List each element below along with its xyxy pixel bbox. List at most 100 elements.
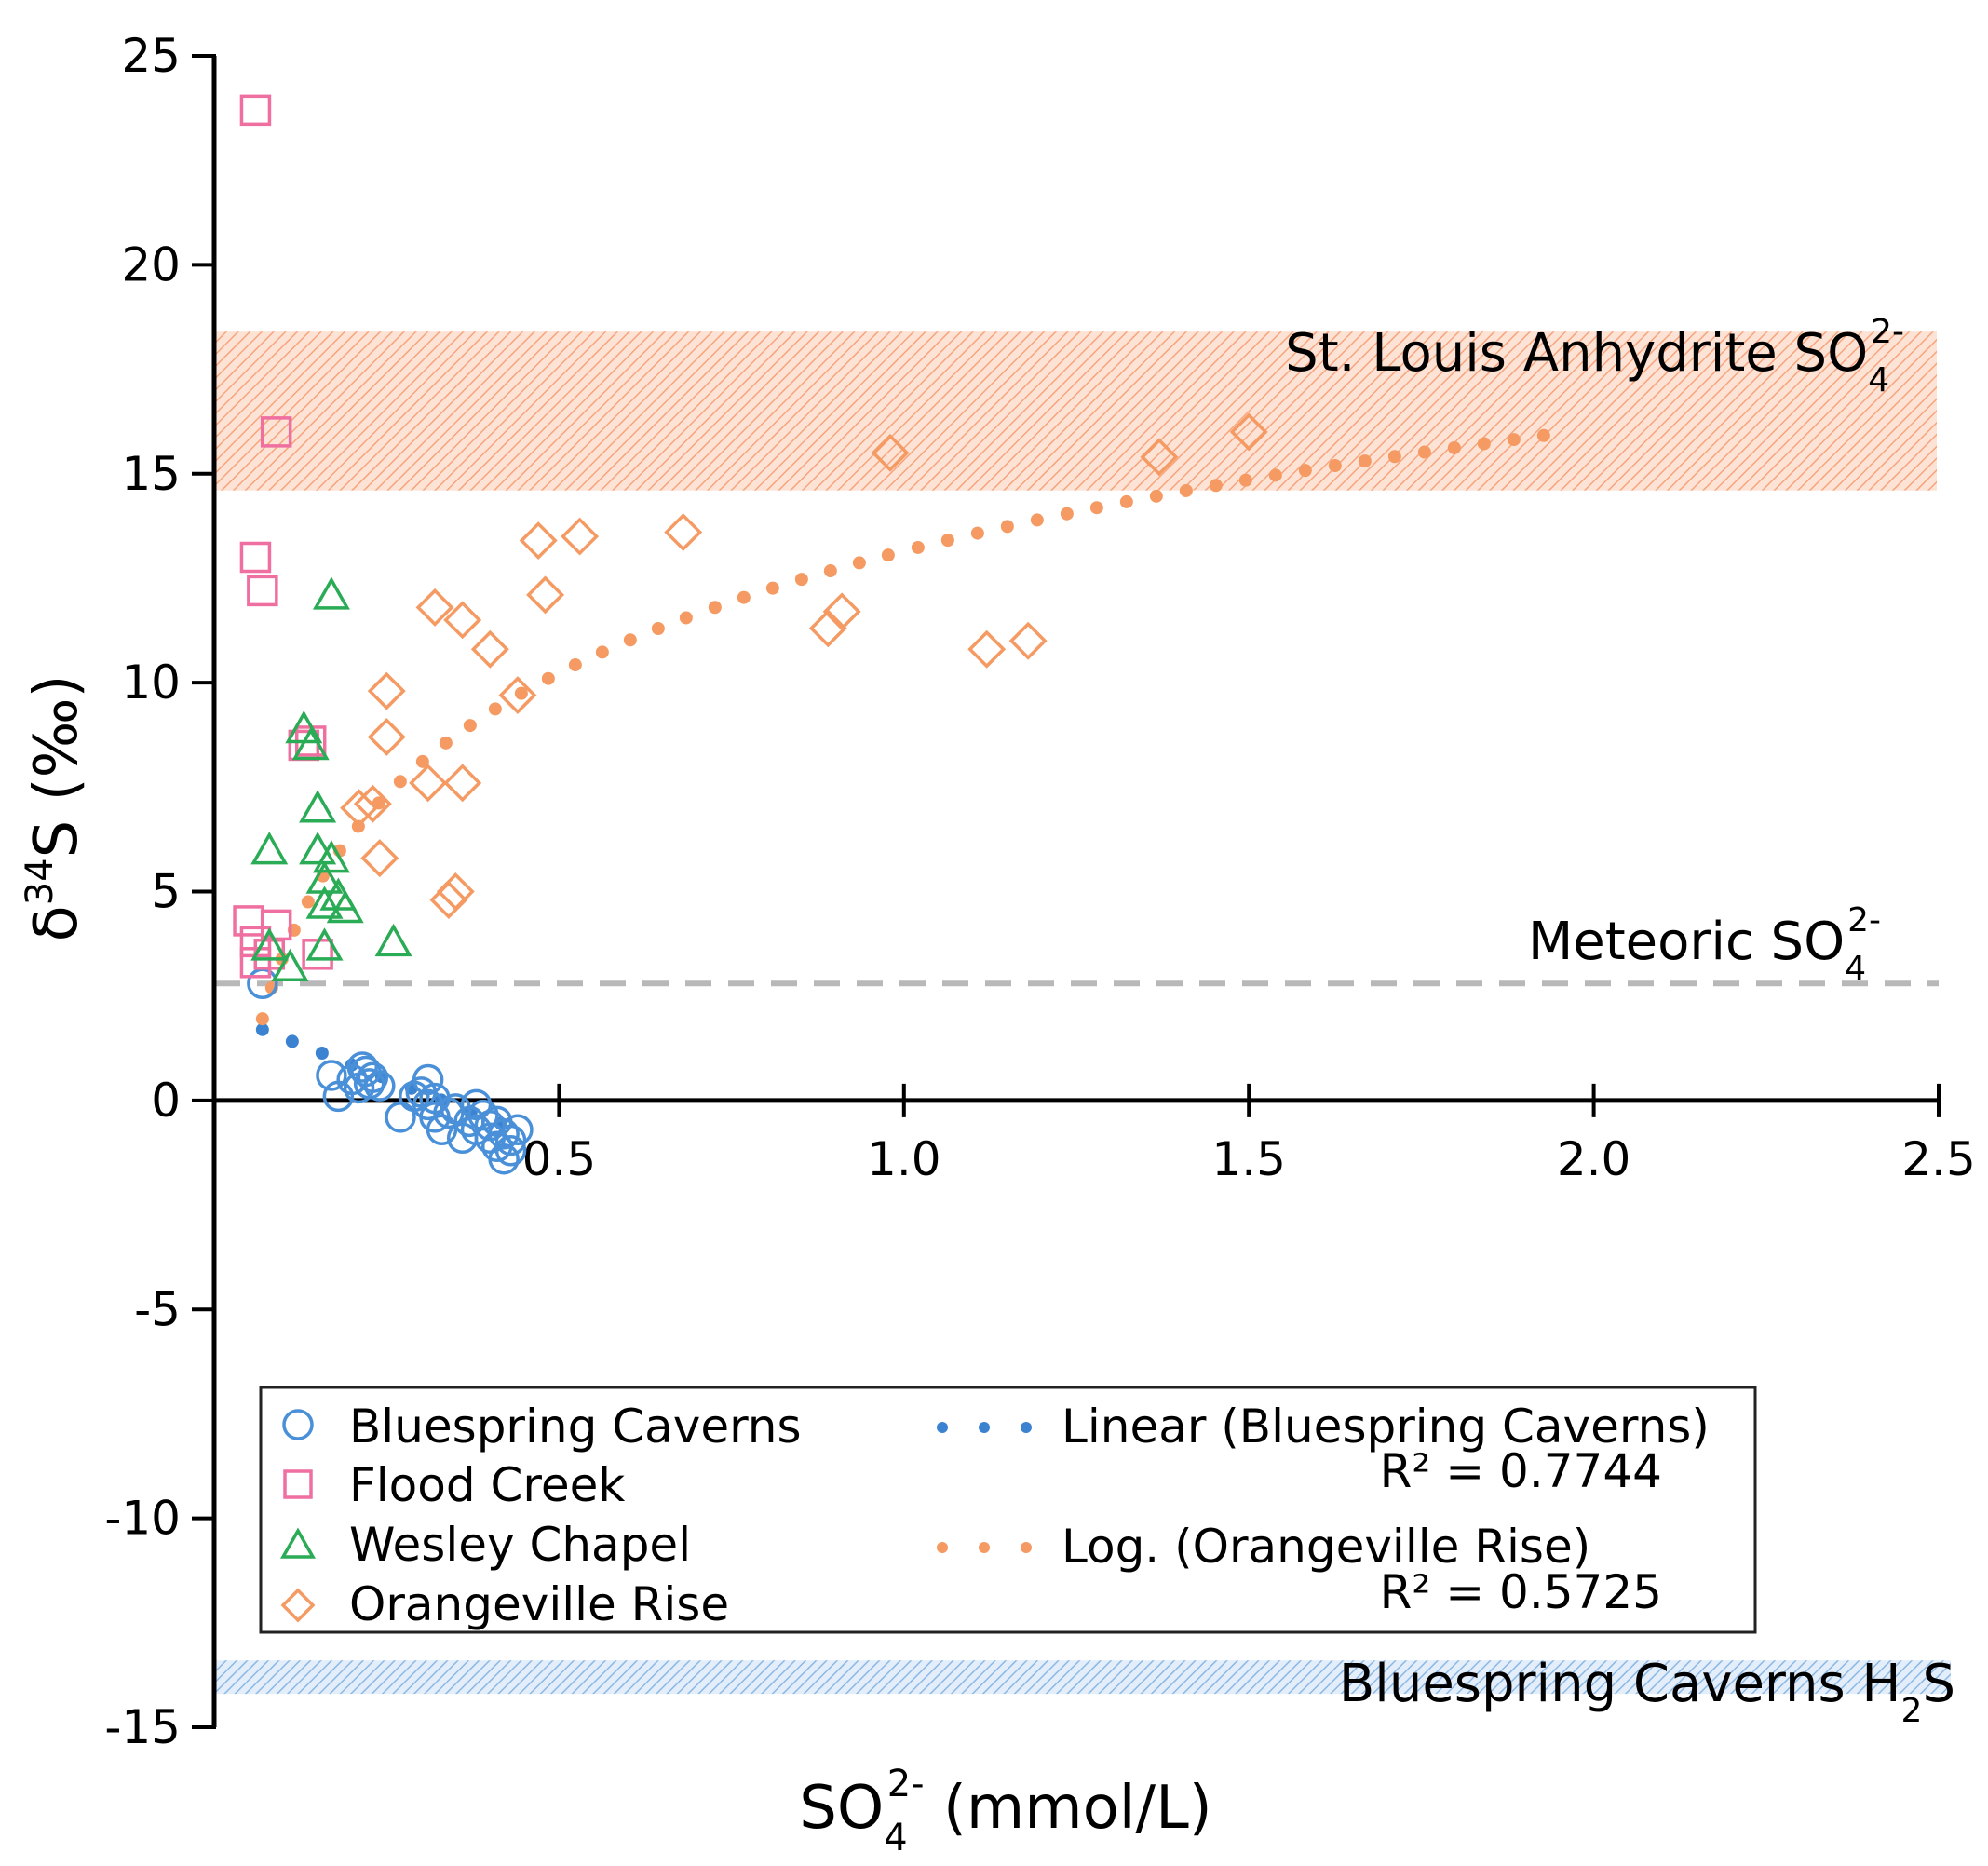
trend-1-dot-12 <box>463 719 477 733</box>
orangeville-rise-point-23 <box>436 872 475 911</box>
orangeville-rise-point-10 <box>808 609 847 648</box>
flood-creek-point-0 <box>239 94 272 127</box>
flood-creek-point-10 <box>260 909 292 941</box>
wesley-chapel-point-5 <box>299 832 337 865</box>
trend-1-dot-43 <box>1358 454 1372 468</box>
orangeville-rise-point-6 <box>415 588 454 627</box>
y-tick-label-7: -10 <box>104 1492 181 1546</box>
trend-1-dot-9 <box>393 775 407 789</box>
series <box>233 94 1268 1175</box>
wesley-chapel-point-6 <box>312 840 350 873</box>
orangeville-rise-point-12 <box>967 629 1007 669</box>
orangeville-rise-point-5 <box>664 513 703 552</box>
trend-1-dot-35 <box>1119 494 1133 508</box>
trend-1-dot-24 <box>794 573 808 587</box>
bluespring-caverns-point-18 <box>433 1097 465 1129</box>
trend-1-dot-33 <box>1060 507 1074 521</box>
trend-1-dot-16 <box>568 658 582 672</box>
wesley-chapel-point-10 <box>326 889 364 924</box>
trend-1-dot-49 <box>1536 428 1550 442</box>
bluespring-caverns-point-1 <box>316 1060 347 1091</box>
x-ticks: 0.5 1.0 1.5 2.0 2.5 <box>522 1083 1976 1186</box>
trend-1-dot-10 <box>415 754 429 768</box>
y-tick-label-1: 20 <box>121 237 181 291</box>
orangeville-rise-point-14 <box>367 671 406 710</box>
y-tick-label-0: 25 <box>121 29 181 83</box>
meteoric-label: Meteoric SO42- <box>1528 901 1881 988</box>
legend-label-linear: Linear (Bluespring Caverns) <box>1062 1400 1710 1454</box>
trend-0-dot-2 <box>315 1047 329 1061</box>
trend-1-dot-28 <box>911 540 925 554</box>
trend-1-dot-19 <box>651 621 665 635</box>
bluespring-caverns-point-30 <box>488 1143 520 1175</box>
wesley-chapel-point-0 <box>312 576 350 610</box>
trend-1-dot-18 <box>623 633 637 647</box>
legend-label-flood-creek: Flood Creek <box>349 1458 625 1512</box>
legend-r2-log: R² = 0.5725 <box>1380 1565 1662 1619</box>
trend-1-dot-26 <box>852 556 866 570</box>
orangeville-rise-point-9 <box>470 629 509 669</box>
trend-1-dot-40 <box>1268 468 1282 482</box>
trend-1-dot-27 <box>881 548 895 562</box>
series-bluespring-caverns <box>247 967 534 1175</box>
legend-box <box>259 1386 1757 1634</box>
legend-label-bluespring: Bluespring Caverns <box>349 1400 802 1454</box>
x-axis-title: SO42- (mmol/L) <box>799 1763 1211 1859</box>
legend-marker-bluespring <box>282 1409 314 1440</box>
legend-marker-log <box>937 1542 1032 1553</box>
trend-1-dot-39 <box>1238 473 1252 487</box>
orangeville-rise-point-18 <box>443 764 482 803</box>
y-axis-title: δ34S (‰) <box>19 675 91 942</box>
trend-1-dot-17 <box>595 645 609 659</box>
series-orangeville-rise <box>340 412 1268 919</box>
trend-0-dot-0 <box>255 1022 269 1036</box>
trend-1-dot-20 <box>679 611 693 625</box>
wesley-chapel-point-4 <box>250 832 289 865</box>
orangeville-rise-point-22 <box>429 881 468 919</box>
wesley-chapel-point-14 <box>374 923 412 957</box>
wesley-chapel-point-8 <box>305 886 344 919</box>
legend-marker-flood-creek <box>283 1469 313 1499</box>
trend-1-dot-11 <box>439 736 453 750</box>
y-tick-label-2: 15 <box>121 447 181 501</box>
band-label-anhydrite: St. Louis Anhydrite SO42- <box>1285 313 1904 399</box>
trend-1-dot-32 <box>1030 513 1044 527</box>
bluespring-caverns-point-9 <box>364 1070 396 1102</box>
orangeville-rise-point-1 <box>1140 438 1179 477</box>
trend-1-dot-25 <box>823 564 837 578</box>
wesley-chapel-point-12 <box>271 948 309 982</box>
orangeville-rise-point-4 <box>561 517 600 556</box>
orangeville-rise-point-11 <box>822 592 861 631</box>
trend-1-dot-4 <box>301 895 315 909</box>
bluespring-caverns-point-7 <box>353 1068 385 1100</box>
bluespring-caverns-point-5 <box>346 1051 379 1083</box>
x-tick-label-2: 1.5 <box>1211 1132 1286 1186</box>
series-wesley-chapel <box>250 576 412 982</box>
trend-1-dot-47 <box>1477 437 1491 451</box>
trend-1-dot-37 <box>1179 483 1193 497</box>
orangeville-rise-point-16 <box>367 717 406 756</box>
legend-label-wesley: Wesley Chapel <box>349 1518 691 1572</box>
wesley-chapel-point-13 <box>305 927 344 961</box>
orangeville-rise-point-20 <box>353 784 392 823</box>
x-tick-label-0: 0.5 <box>522 1132 597 1186</box>
bluespring-caverns-point-29 <box>488 1118 520 1150</box>
bands-layer <box>214 331 1951 1695</box>
legend-label-orangeville: Orangeville Rise <box>349 1577 729 1631</box>
orangeville-rise-point-19 <box>340 789 379 828</box>
trend-1-dot-31 <box>1000 520 1014 534</box>
flood-creek-point-1 <box>260 416 292 448</box>
bluespring-caverns-point-10 <box>385 1102 416 1133</box>
orangeville-rise-point-3 <box>519 521 558 561</box>
orangeville-rise-point-0 <box>871 433 910 472</box>
legend-marker-linear <box>937 1422 1032 1433</box>
bluespring-caverns-point-8 <box>357 1061 389 1093</box>
band-anhydrite <box>214 331 1937 491</box>
trend-1-dot-15 <box>541 671 555 685</box>
legend-label-log: Log. (Orangeville Rise) <box>1062 1520 1590 1574</box>
trend-1-dot-13 <box>488 702 502 716</box>
orangeville-rise-point-15 <box>498 676 537 715</box>
legend-marker-wesley <box>279 1527 317 1559</box>
series-flood-creek <box>233 94 333 979</box>
